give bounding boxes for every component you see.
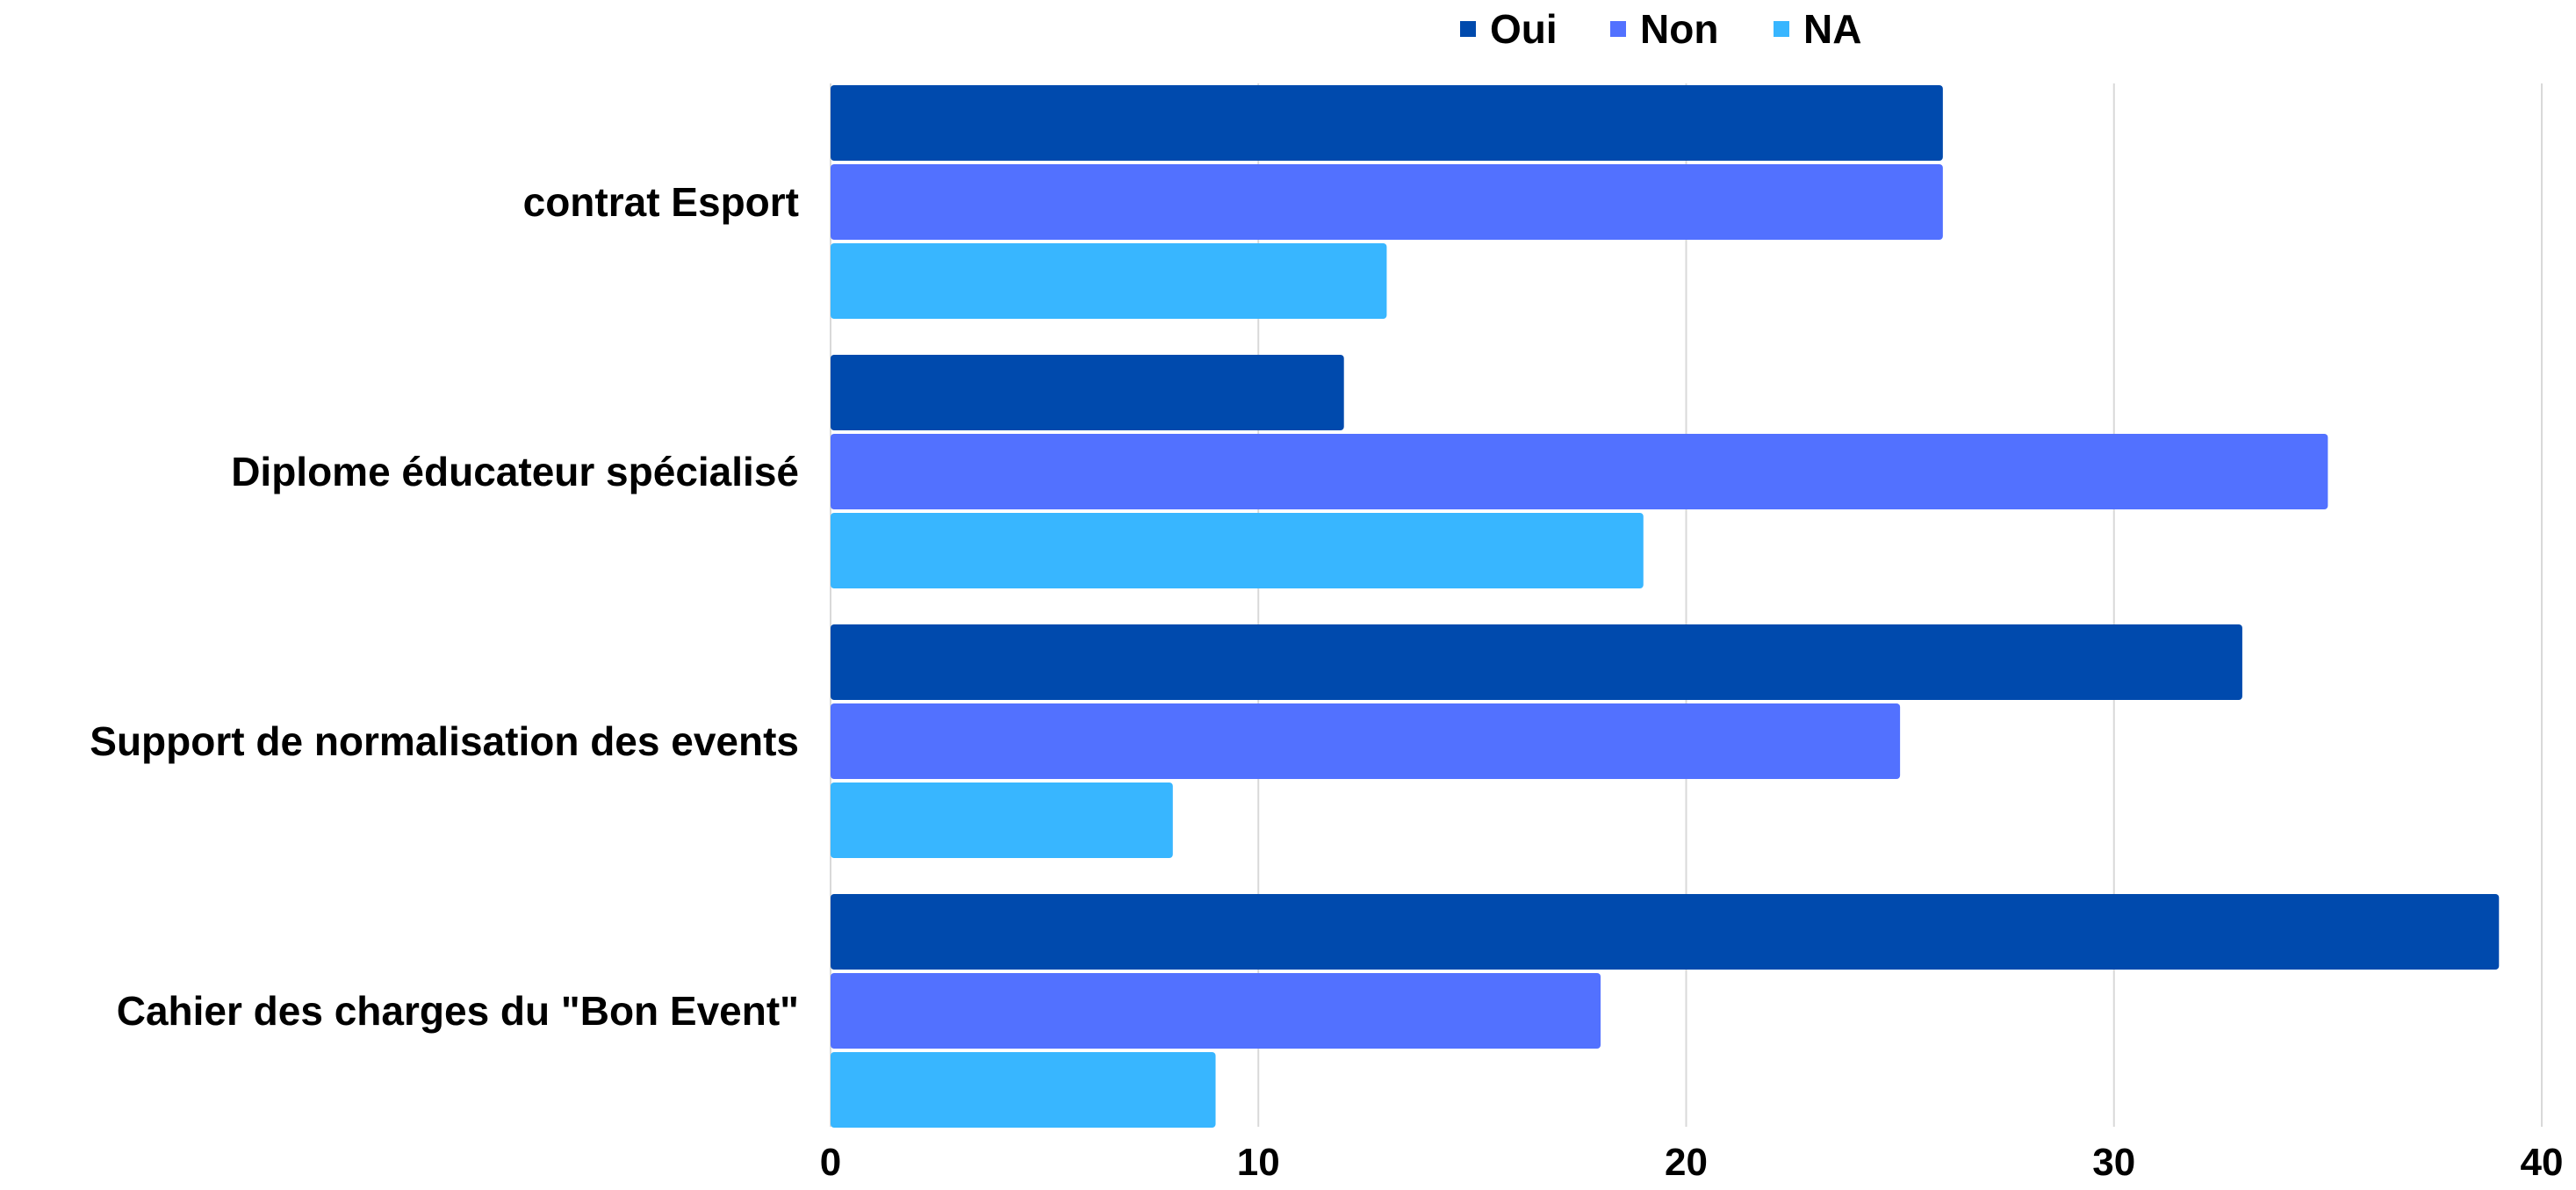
x-tick-label: 40 [2521,1141,2564,1184]
legend-swatch [1774,21,1789,37]
bar-oui-1 [831,355,1344,430]
x-tick-label: 0 [820,1141,841,1184]
legend-swatch [1460,21,1476,37]
category-label: contrat Esport [523,179,799,225]
category-labels: contrat Esport Diplome éducateur spéciali… [90,179,799,1034]
legend-item-non: Non [1610,6,1718,52]
bar-na-1 [831,513,1644,588]
legend-item-oui: Oui [1460,6,1558,52]
bar-oui-0 [831,85,1943,161]
bar-non-1 [831,434,2328,509]
legend-label: Non [1640,6,1718,52]
bar-oui-2 [831,624,2242,700]
bar-non-0 [831,164,1943,240]
bar-na-2 [831,783,1173,858]
legend: Oui Non NA [1460,6,1861,52]
legend-label: Oui [1490,6,1558,52]
legend-label: NA [1803,6,1861,52]
category-label: Cahier des charges du "Bon Event" [117,988,799,1034]
x-tick-label: 30 [2092,1141,2135,1184]
bar-oui-3 [831,894,2500,970]
bar-non-3 [831,973,1601,1049]
bar-non-2 [831,703,1901,779]
bars [831,85,2500,1128]
bar-na-3 [831,1052,1216,1128]
category-label: Diplome éducateur spécialisé [231,449,799,494]
gridlines [830,83,2543,1127]
x-tick-label: 20 [1665,1141,1708,1184]
legend-item-na: NA [1774,6,1861,52]
x-axis: 0 10 20 30 40 [820,1141,2564,1184]
category-label: Support de normalisation des events [90,718,799,764]
bar-na-0 [831,243,1387,319]
legend-swatch [1610,21,1626,37]
x-tick-label: 10 [1237,1141,1280,1184]
